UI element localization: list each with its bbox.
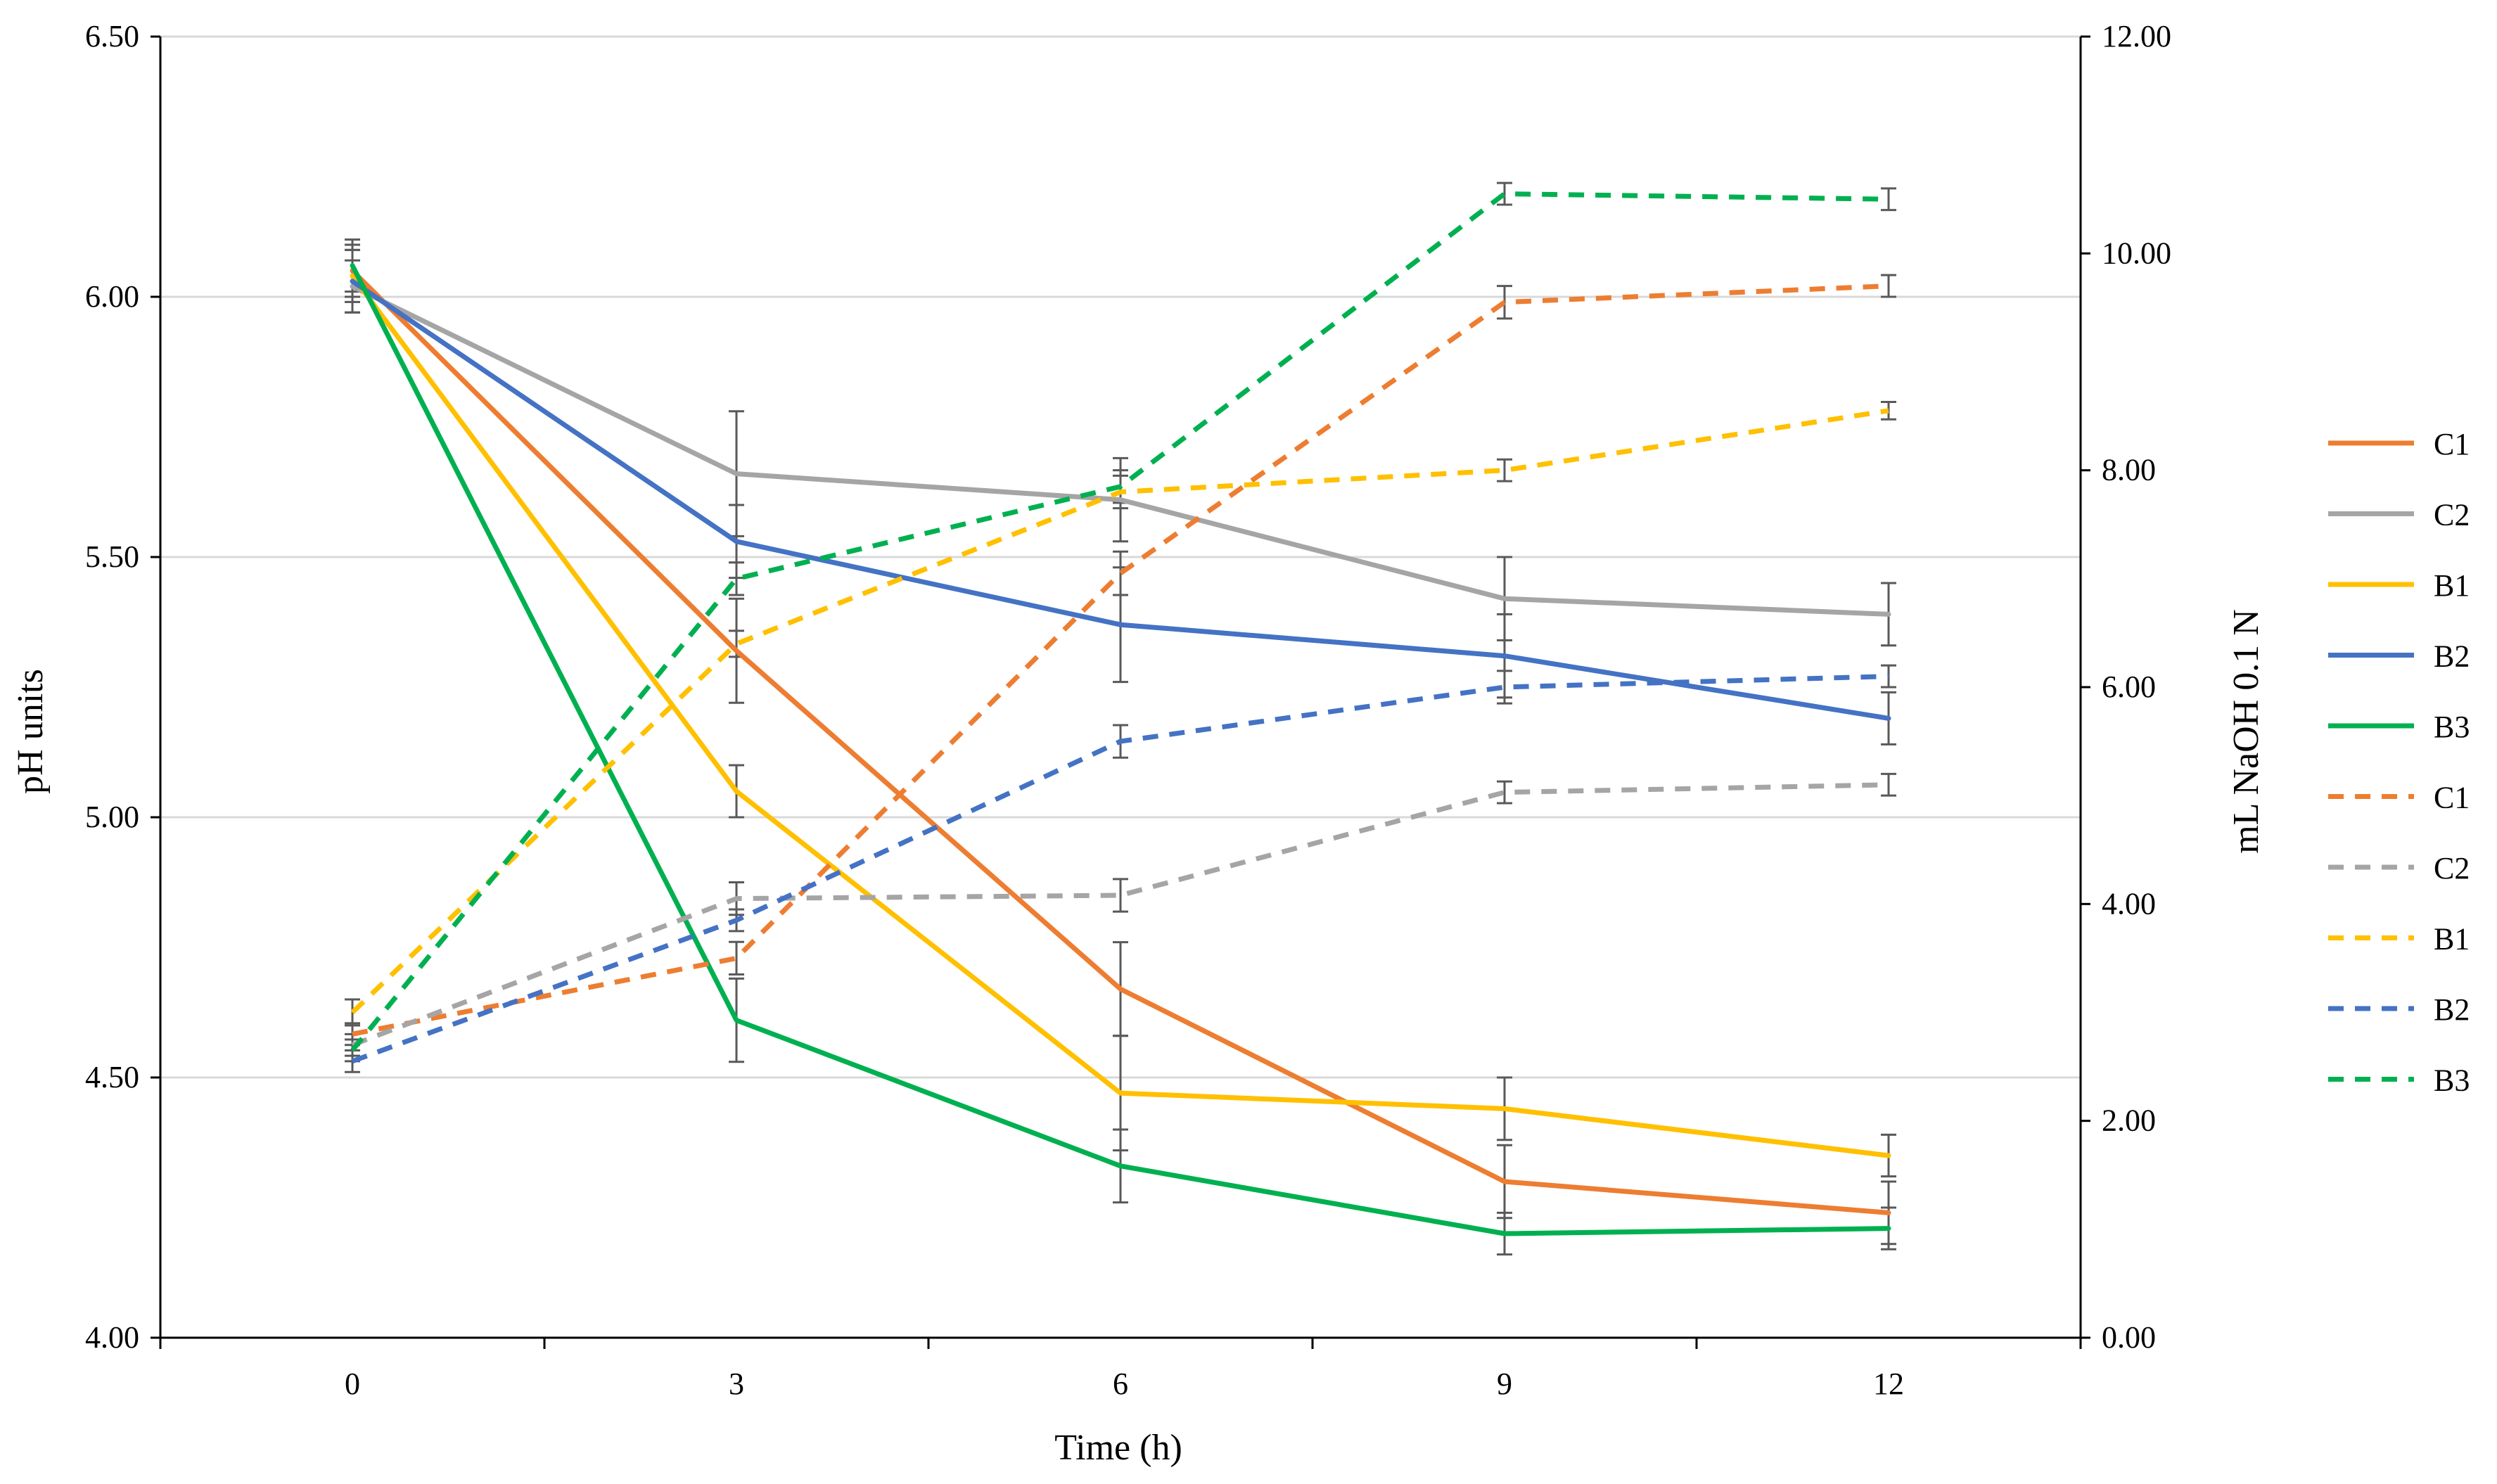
y2-tick-label: 12.00 <box>2102 19 2171 53</box>
y-tick-label: 6.50 <box>85 19 139 53</box>
y-axis-title: pH units <box>11 669 51 794</box>
x-axis-title: Time (h) <box>1054 1428 1182 1468</box>
y-tick-label: 5.00 <box>85 800 139 834</box>
legend-label: B2 <box>2434 992 2470 1027</box>
x-tick-label: 9 <box>1497 1367 1512 1401</box>
x-tick-label: 6 <box>1113 1367 1128 1401</box>
y-tick-label: 5.50 <box>85 539 139 574</box>
series-c1-dashed <box>352 283 1889 1037</box>
x-tick-label: 3 <box>729 1367 744 1401</box>
series-line <box>351 782 1889 1048</box>
legend-item-c1-dashed: C1 <box>2328 781 2470 815</box>
series-b1-solid <box>350 273 1891 1158</box>
legend-item-b1-dashed: B1 <box>2328 922 2470 957</box>
legend-label: C2 <box>2434 498 2470 532</box>
x-tick-label: 12 <box>1873 1367 1904 1401</box>
legend-item-c2-dashed: C2 <box>2328 851 2470 885</box>
legend-item-c1-solid: C1 <box>2328 427 2470 461</box>
axis-ticks: 4.00 4.50 5.00 5.50 6.00 6.50 0.00 2.00 4.00 6.00… <box>85 19 2171 1401</box>
legend-item-c2-solid: C2 <box>2328 498 2470 532</box>
legend-label: B3 <box>2434 1063 2470 1098</box>
series-c2-dashed <box>351 782 1889 1048</box>
y2-axis-title: mL NaOH 0.1 N <box>2226 609 2266 854</box>
series-b3-dashed <box>350 191 1889 1052</box>
legend-item-b2-dashed: B2 <box>2328 992 2470 1027</box>
series-b2-dashed <box>351 674 1889 1064</box>
y2-tick-label: 8.00 <box>2102 453 2156 487</box>
y2-tick-label: 0.00 <box>2102 1320 2156 1355</box>
legend-label: C2 <box>2434 851 2470 885</box>
series-b2-solid <box>350 279 1891 721</box>
legend-label: C1 <box>2434 781 2470 815</box>
series-b1-dashed <box>350 408 1889 1015</box>
series-c1-solid <box>350 268 1891 1215</box>
series-line <box>352 283 1889 1037</box>
y2-tick-label: 6.00 <box>2102 670 2156 704</box>
legend-label: B2 <box>2434 639 2470 674</box>
legend-item-b3-dashed: B3 <box>2328 1063 2470 1098</box>
y-tick-label: 4.00 <box>85 1320 139 1355</box>
x-tick-label: 0 <box>345 1367 360 1401</box>
legend-label: B1 <box>2434 568 2470 603</box>
legend-item-b1-solid: B1 <box>2328 568 2470 603</box>
series-c2-solid <box>350 283 1891 617</box>
legend-label: B1 <box>2434 922 2470 957</box>
y-tick-label: 4.50 <box>85 1060 139 1094</box>
legend-label: C1 <box>2434 427 2470 461</box>
y2-tick-label: 2.00 <box>2102 1104 2156 1138</box>
y2-tick-label: 4.00 <box>2102 886 2156 921</box>
legend-item-b3-solid: B3 <box>2328 710 2470 744</box>
legend-item-b2-solid: B2 <box>2328 639 2470 674</box>
y2-tick-label: 10.00 <box>2102 236 2171 270</box>
y-tick-label: 6.00 <box>85 279 139 314</box>
legend: C1 C2 B1 B2 B3 C1 C2 B1 B2 B3 <box>2328 427 2470 1098</box>
legend-label: B3 <box>2434 710 2470 744</box>
series-layer <box>345 181 1896 1256</box>
